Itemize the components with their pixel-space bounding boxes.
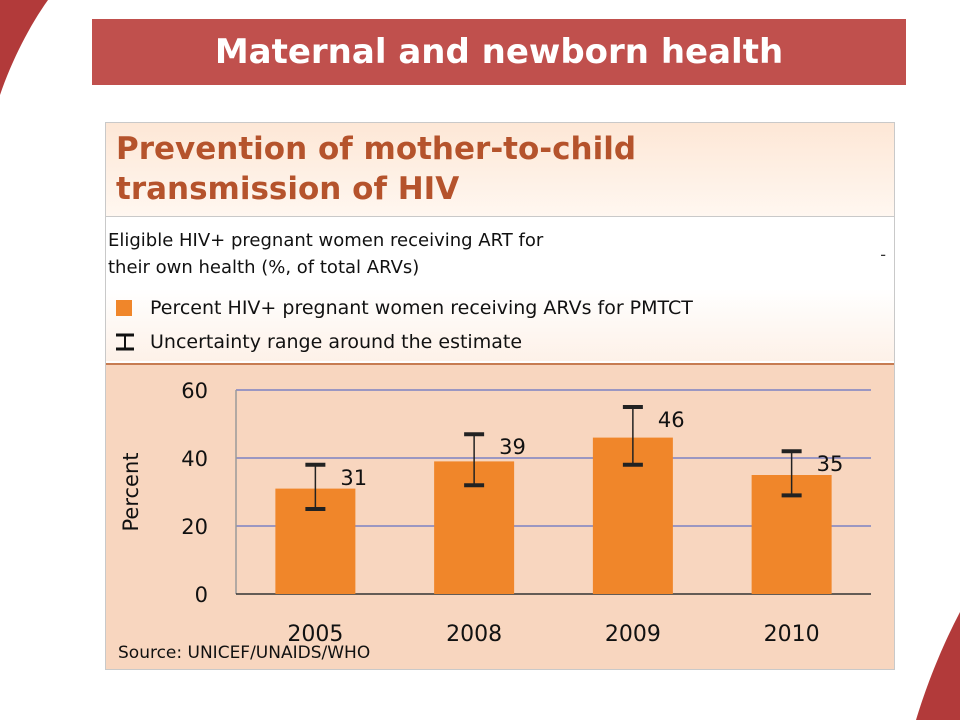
indicator-value: - bbox=[880, 245, 886, 264]
y-tick-label: 40 bbox=[181, 447, 208, 471]
data-label: 35 bbox=[817, 452, 844, 476]
plot-area: 0 20 40 60 Percent 31 2005 39 2008 46 2009 35 2010 So… bbox=[106, 363, 894, 669]
data-label: 31 bbox=[340, 466, 367, 490]
x-tick-label: 2008 bbox=[446, 622, 502, 647]
indicator-label-line1: Eligible HIV+ pregnant women receiving A… bbox=[108, 230, 544, 251]
bar-chart: 0 20 40 60 Percent 31 2005 39 2008 46 2009 35 2010 So… bbox=[118, 379, 871, 663]
errorbar-icon bbox=[116, 333, 134, 351]
chart-legend: Percent HIV+ pregnant women receiving AR… bbox=[106, 289, 894, 361]
figure-heading-panel: Prevention of mother-to-child transmissi… bbox=[106, 123, 894, 217]
indicator-panel: Eligible HIV+ pregnant women receiving A… bbox=[106, 217, 894, 287]
y-tick-label: 0 bbox=[195, 583, 208, 607]
source-note: Source: UNICEF/UNAIDS/WHO bbox=[118, 643, 370, 663]
legend-item-errorbar: Uncertainty range around the estimate bbox=[116, 331, 522, 353]
y-tick-label: 60 bbox=[181, 379, 208, 403]
indicator-label: Eligible HIV+ pregnant women receiving A… bbox=[108, 227, 708, 281]
legend-bar-swatch bbox=[116, 300, 132, 316]
data-label: 39 bbox=[499, 435, 526, 459]
x-tick-label: 2005 bbox=[287, 622, 343, 647]
legend-bar-label: Percent HIV+ pregnant women receiving AR… bbox=[150, 297, 693, 319]
y-axis-label: Percent bbox=[119, 452, 143, 531]
slide-title: Maternal and newborn health bbox=[92, 19, 906, 85]
data-label: 46 bbox=[658, 408, 685, 432]
legend-errorbar-label: Uncertainty range around the estimate bbox=[150, 331, 523, 353]
chart-figure: Prevention of mother-to-child transmissi… bbox=[105, 122, 895, 670]
y-tick-label: 20 bbox=[181, 515, 208, 539]
indicator-label-line2: their own health (%, of total ARVs) bbox=[108, 257, 420, 278]
legend-item-bars: Percent HIV+ pregnant women receiving AR… bbox=[116, 297, 693, 319]
x-tick-label: 2009 bbox=[605, 622, 661, 647]
x-tick-label: 2010 bbox=[764, 622, 820, 647]
figure-heading: Prevention of mother-to-child transmissi… bbox=[116, 131, 637, 207]
